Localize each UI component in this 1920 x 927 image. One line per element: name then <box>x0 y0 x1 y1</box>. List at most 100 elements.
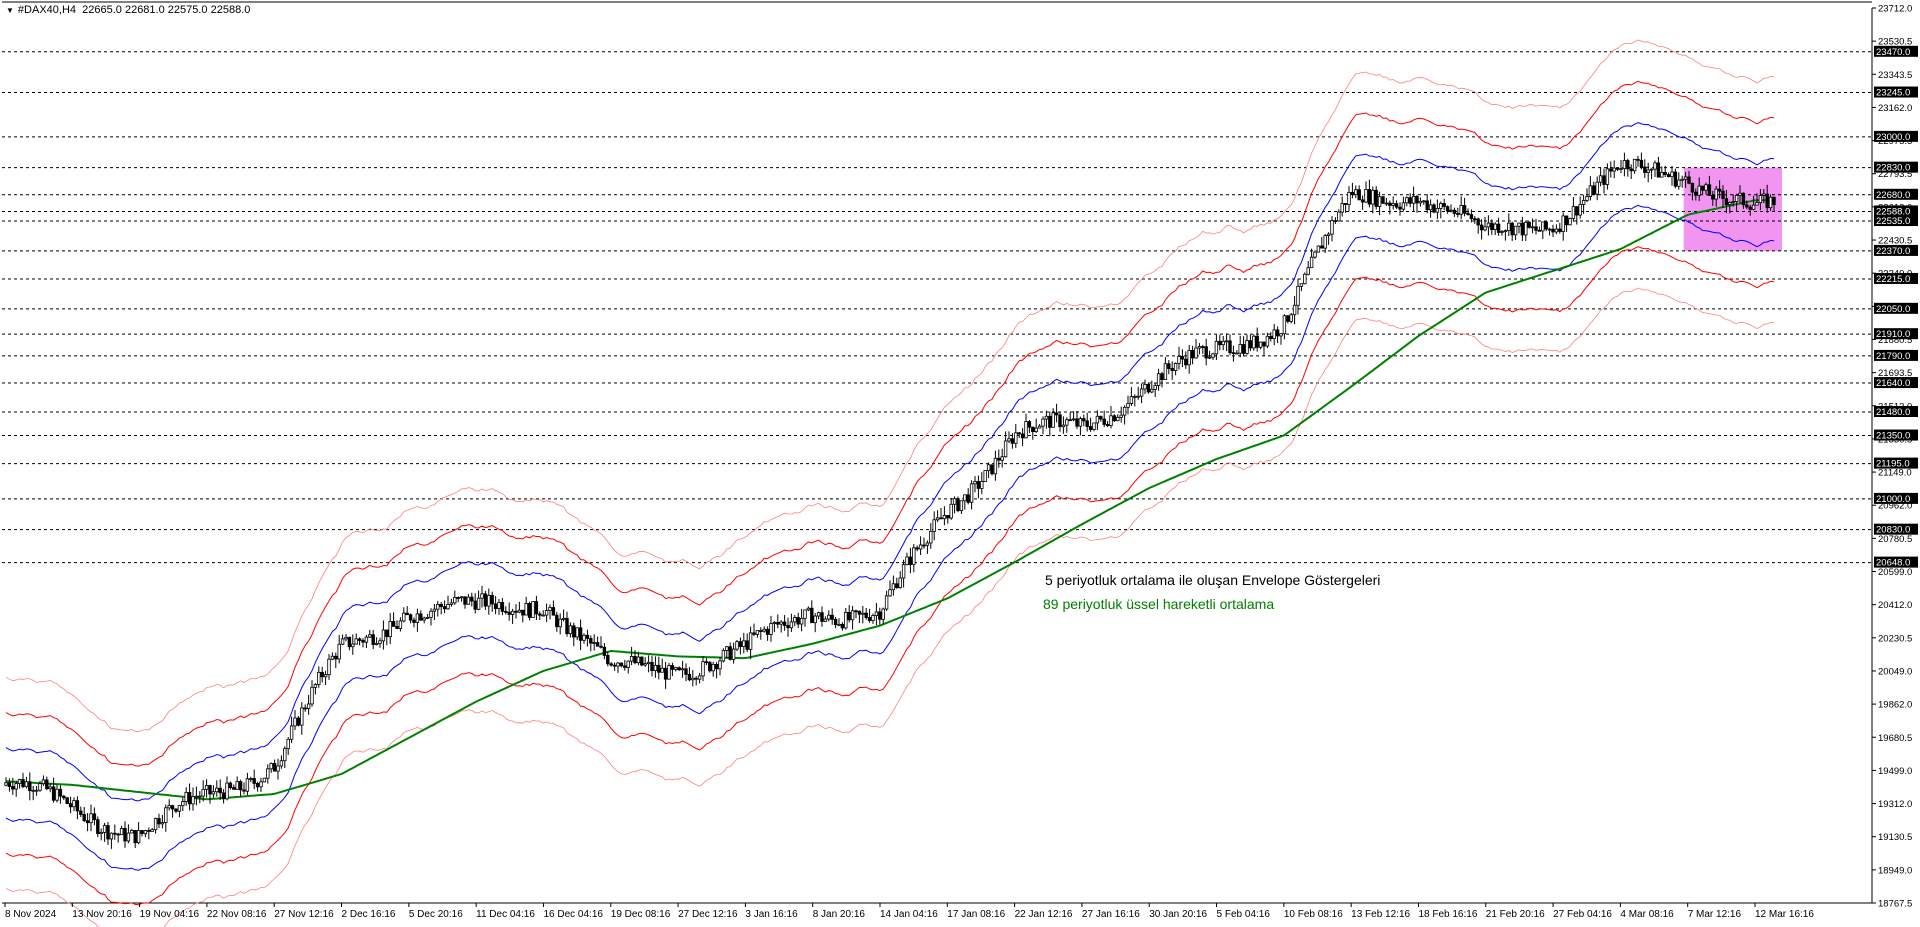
x-tick-label: 3 Jan 16:16 <box>745 909 798 920</box>
x-tick-label: 30 Jan 20:16 <box>1149 909 1207 920</box>
candle-body <box>504 610 508 613</box>
candle-body <box>677 667 681 671</box>
candle-body <box>1643 166 1647 173</box>
candle-body <box>405 612 409 616</box>
candle-body <box>221 792 226 800</box>
candle-body <box>123 827 127 842</box>
candle-body <box>1367 189 1372 205</box>
candle-body <box>929 530 933 544</box>
candle-body <box>249 778 253 780</box>
level-price-tag <box>1874 86 1918 98</box>
candle-body <box>1731 201 1735 203</box>
candle-body <box>1717 188 1722 192</box>
x-tick-label: 27 Jan 16:16 <box>1082 909 1140 920</box>
candle-body <box>1418 200 1423 204</box>
y-tick-label: 20412.0 <box>1878 600 1912 611</box>
candle-body <box>963 494 967 502</box>
y-tick-label: 19680.5 <box>1878 733 1912 744</box>
candle-body <box>772 622 777 624</box>
candle-body <box>1051 412 1055 428</box>
candle-body <box>293 717 297 727</box>
candle-body <box>521 609 525 616</box>
candle-body <box>1112 415 1117 422</box>
candle-body <box>1462 205 1467 214</box>
candle-body <box>1391 203 1395 206</box>
candle-body <box>45 779 49 790</box>
candle-body <box>306 703 311 709</box>
candle-body <box>218 787 222 794</box>
y-tick-label: 21693.5 <box>1878 368 1912 379</box>
candle-body <box>932 519 936 532</box>
x-tick-label: 5 Feb 04:16 <box>1217 909 1271 920</box>
candle-body <box>1748 206 1752 210</box>
candle-body <box>1422 200 1426 203</box>
candle-body <box>616 662 620 667</box>
collapse-triangle-icon[interactable]: ▼ <box>6 6 14 15</box>
x-tick-label: 10 Feb 08:16 <box>1284 909 1343 920</box>
candle-body <box>419 613 423 621</box>
candle-body <box>1041 418 1045 427</box>
candle-body <box>980 481 984 489</box>
candle-body <box>1537 229 1542 232</box>
candle-body <box>650 661 654 672</box>
candle-body <box>663 667 668 680</box>
x-tick-label: 16 Dec 04:16 <box>543 909 603 920</box>
candle-body <box>1401 202 1406 210</box>
level-price-tag <box>1874 429 1918 441</box>
candle-body <box>340 638 345 645</box>
candle-body <box>1354 189 1358 196</box>
candle-body <box>381 629 386 642</box>
candle-body <box>820 612 824 622</box>
candle-body <box>1435 208 1440 213</box>
candle-body <box>1105 424 1110 427</box>
candle-body <box>1653 162 1657 170</box>
candle-body <box>789 621 794 629</box>
candle-body <box>755 630 760 635</box>
candle-body <box>1388 202 1392 206</box>
candle-body <box>1265 335 1270 347</box>
candle-body <box>1670 171 1674 178</box>
candle-body <box>1078 418 1083 427</box>
candle-body <box>558 618 562 628</box>
candle-body <box>1524 221 1528 236</box>
candle-body <box>422 617 426 621</box>
candle-body <box>259 781 263 788</box>
candle-body <box>1632 158 1637 172</box>
candle-body <box>1530 226 1535 229</box>
candle-body <box>714 664 719 670</box>
candle-body <box>1626 160 1630 170</box>
candle-body <box>507 611 511 615</box>
candle-body <box>354 638 358 645</box>
candle-body <box>1384 202 1389 205</box>
candle-body <box>881 608 885 620</box>
candle-body <box>58 788 63 797</box>
level-price-tag <box>1874 328 1918 340</box>
candle-body <box>1704 184 1708 191</box>
candle-body <box>993 457 998 475</box>
x-tick-label: 12 Mar 16:16 <box>1755 909 1814 920</box>
candle-body <box>1258 341 1263 348</box>
candle-body <box>640 656 644 666</box>
candle-body <box>997 457 1001 461</box>
candle-body <box>1694 191 1698 196</box>
candle-body <box>568 625 573 635</box>
candle-body <box>1677 179 1681 187</box>
level-price-tag-label: 21640.0 <box>1876 378 1910 389</box>
candle-body <box>1139 388 1144 397</box>
x-tick-label: 19 Nov 04:16 <box>140 909 200 920</box>
candle-body <box>1551 228 1555 233</box>
candle-body <box>323 674 328 678</box>
candle-body <box>497 602 501 609</box>
candle-body <box>660 667 664 673</box>
candle-body <box>575 627 579 638</box>
candle-body <box>1133 396 1137 398</box>
x-tick-label: 4 Mar 08:16 <box>1620 909 1674 920</box>
candle-body <box>337 643 341 660</box>
candle-body <box>1269 335 1273 340</box>
x-tick-label: 27 Nov 12:16 <box>274 909 334 920</box>
candle-body <box>1527 221 1531 228</box>
candle-body <box>952 498 957 505</box>
candle-body <box>276 765 280 772</box>
candle-body <box>657 664 661 673</box>
